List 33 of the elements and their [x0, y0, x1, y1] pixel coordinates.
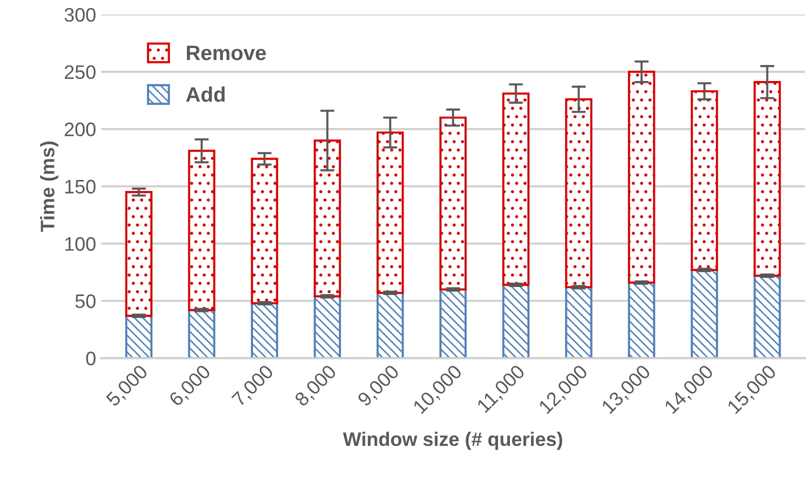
bar	[754, 81, 781, 277]
bar	[376, 292, 404, 358]
y-tick-label: 300	[64, 8, 96, 22]
bar	[125, 191, 152, 317]
y-tick-label: 250	[64, 65, 96, 80]
bar	[250, 158, 278, 304]
bar	[125, 314, 152, 358]
bar	[565, 286, 592, 358]
bar	[690, 90, 718, 272]
bar	[376, 131, 404, 294]
bar	[250, 302, 278, 358]
bar	[754, 274, 781, 358]
y-tick-label: 150	[65, 180, 96, 194]
y-axis-title: Time (ms)	[40, 142, 58, 232]
bar	[628, 282, 656, 358]
bar	[439, 116, 467, 290]
bar	[314, 295, 341, 358]
bar	[439, 288, 467, 358]
y-tick-label: 200	[64, 122, 96, 136]
legend-label: Add	[186, 86, 225, 102]
y-tick-label: 0	[86, 352, 96, 366]
legend-label: Remove	[186, 46, 266, 60]
bar	[314, 139, 341, 298]
bar	[188, 309, 216, 358]
y-tick-label: 100	[65, 237, 96, 251]
x-axis-title: Window size (# queries)	[342, 432, 562, 450]
y-tick-label: 50	[75, 294, 96, 308]
bar	[188, 150, 216, 312]
bar	[628, 70, 656, 284]
bar	[565, 98, 592, 288]
bar	[502, 284, 530, 358]
bar	[690, 268, 718, 358]
bar	[502, 92, 530, 286]
